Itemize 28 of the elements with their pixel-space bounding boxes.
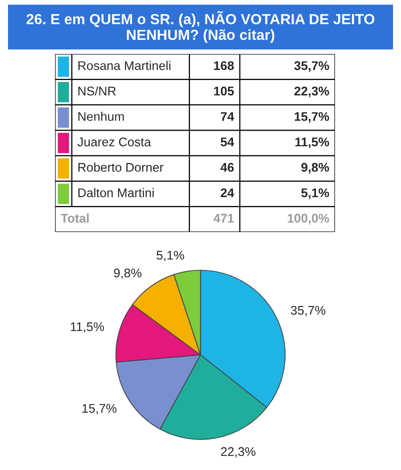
text: 100,0%: [288, 214, 330, 224]
data-label: 5,1%: [156, 250, 184, 262]
text: Total: [60, 213, 89, 223]
text: 54: [220, 138, 234, 146]
data-label: 35,7%: [290, 306, 326, 316]
legend-label: Dalton Martini: [78, 188, 154, 198]
text: 9,8%: [301, 162, 330, 174]
text: 105: [214, 86, 234, 96]
data-label: 9,8%: [114, 268, 142, 279]
text: 11,5%: [295, 138, 330, 148]
text: 35,7%: [294, 61, 330, 72]
text: 74: [220, 112, 234, 121]
legend-label: Rosana Martineli: [78, 60, 170, 70]
legend-label: Nenhum: [78, 112, 124, 121]
text: 168: [214, 61, 234, 70]
text: 15,7%: [294, 112, 330, 123]
data-label: 11,5%: [70, 322, 104, 333]
legend-label: NS/NR: [78, 86, 116, 96]
chart-title: 26. E em QUEM o SR. (a), NÃO VOTARIA DE JEITO NENHUM? (Não citar): [26, 11, 374, 43]
text: 5,1%: [301, 188, 330, 200]
text: 471: [214, 214, 234, 223]
text: 22,3%: [294, 86, 330, 98]
data-label: 22,3%: [221, 447, 256, 458]
legend-label: Juarez Costa: [78, 138, 152, 146]
text: 24: [220, 188, 234, 198]
text: 46: [220, 162, 234, 172]
legend-label: Roberto Dorner: [78, 162, 164, 172]
data-label: 15,7%: [82, 404, 117, 414]
